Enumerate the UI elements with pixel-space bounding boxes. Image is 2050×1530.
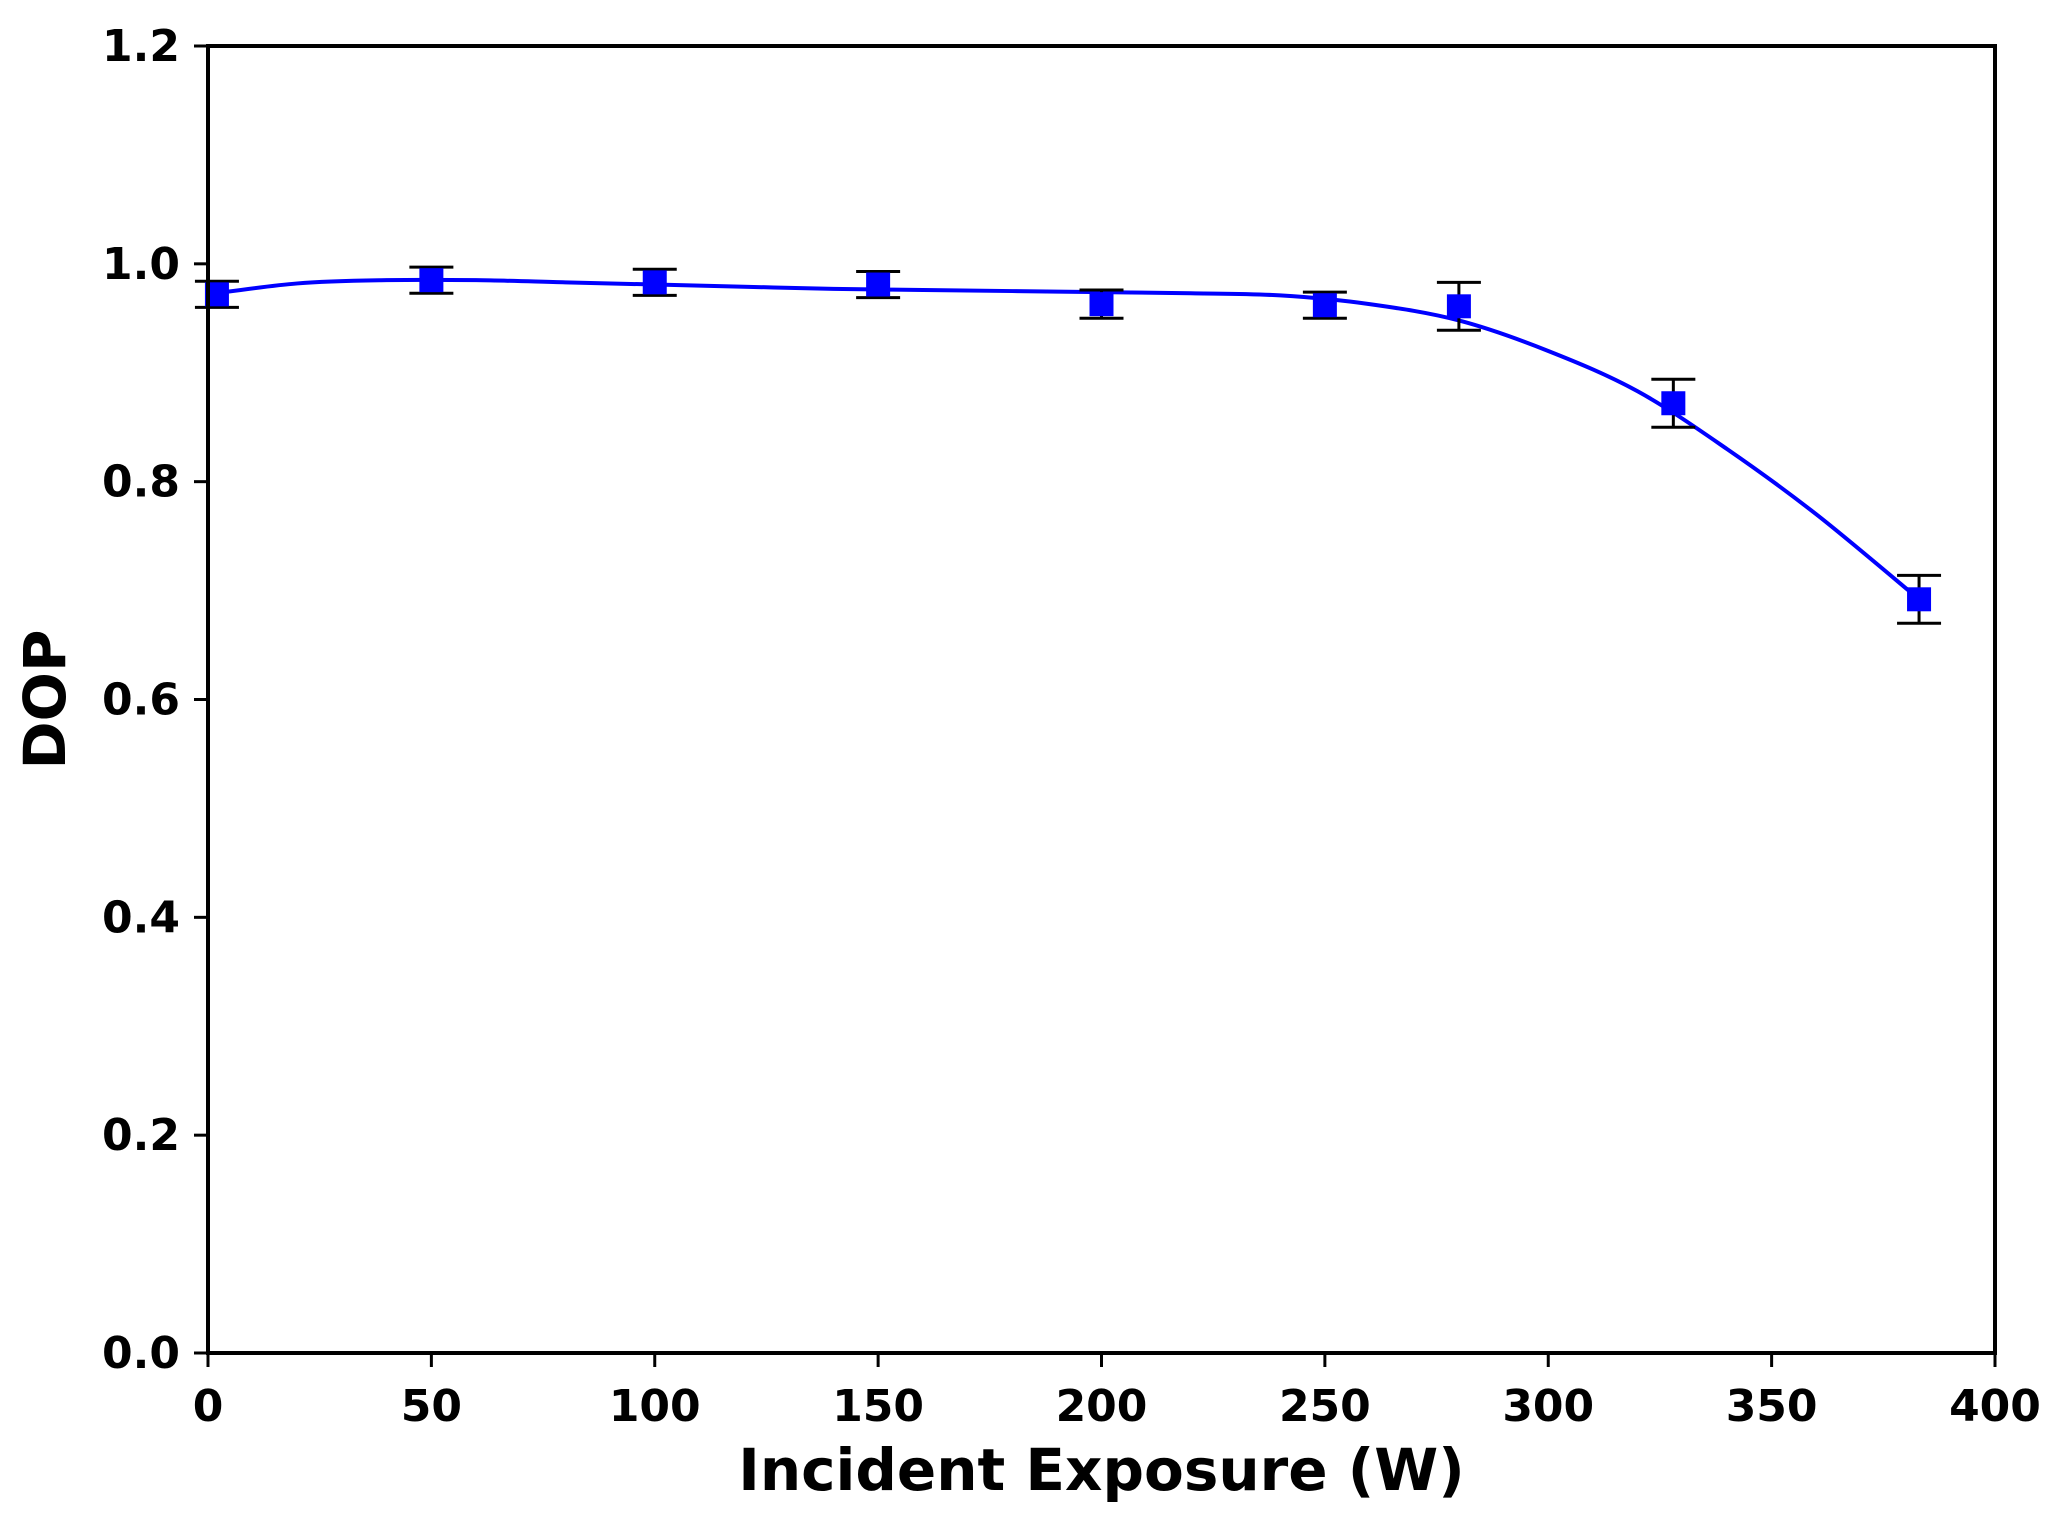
- y-tick-label: 1.2: [102, 21, 180, 72]
- x-tick-label: 250: [1279, 1381, 1371, 1432]
- x-axis-title: Incident Exposure (W): [738, 1436, 1465, 1504]
- data-point: [419, 268, 444, 293]
- x-tick-label: 0: [193, 1381, 224, 1432]
- data-point: [1661, 391, 1686, 416]
- x-tick-label: 150: [832, 1381, 924, 1432]
- data-point: [866, 272, 891, 297]
- data-point: [1446, 294, 1471, 319]
- x-tick-label: 350: [1726, 1381, 1818, 1432]
- plot-frame: [206, 44, 1997, 1355]
- x-tick-label: 100: [609, 1381, 701, 1432]
- errorbar-layer: [194, 265, 1942, 625]
- data-point: [1907, 587, 1932, 612]
- y-tick-label: 0.2: [102, 1110, 180, 1161]
- data-point: [642, 270, 667, 295]
- data-points-layer: [204, 268, 1932, 612]
- x-axis-ticks: 0 50 100 150 200 250 300 350 400: [193, 1353, 2041, 1432]
- data-point: [1312, 293, 1337, 318]
- y-axis-ticks: 0.0 0.2 0.4 0.6 0.8 1.0 1.2: [102, 21, 208, 1379]
- fit-curve-line: [207, 277, 1921, 601]
- x-tick-label: 400: [1949, 1381, 2041, 1432]
- data-point: [1089, 292, 1114, 317]
- y-tick-label: 1.0: [102, 239, 180, 290]
- y-axis-title: DOP: [11, 630, 79, 770]
- x-tick-label: 50: [401, 1381, 462, 1432]
- y-tick-label: 0.0: [102, 1328, 180, 1379]
- y-tick-label: 0.6: [102, 675, 180, 726]
- fit-curve-layer: [207, 277, 1921, 601]
- y-tick-label: 0.4: [102, 892, 180, 943]
- x-tick-label: 200: [1056, 1381, 1148, 1432]
- y-tick-label: 0.8: [102, 457, 180, 508]
- x-tick-label: 300: [1502, 1381, 1594, 1432]
